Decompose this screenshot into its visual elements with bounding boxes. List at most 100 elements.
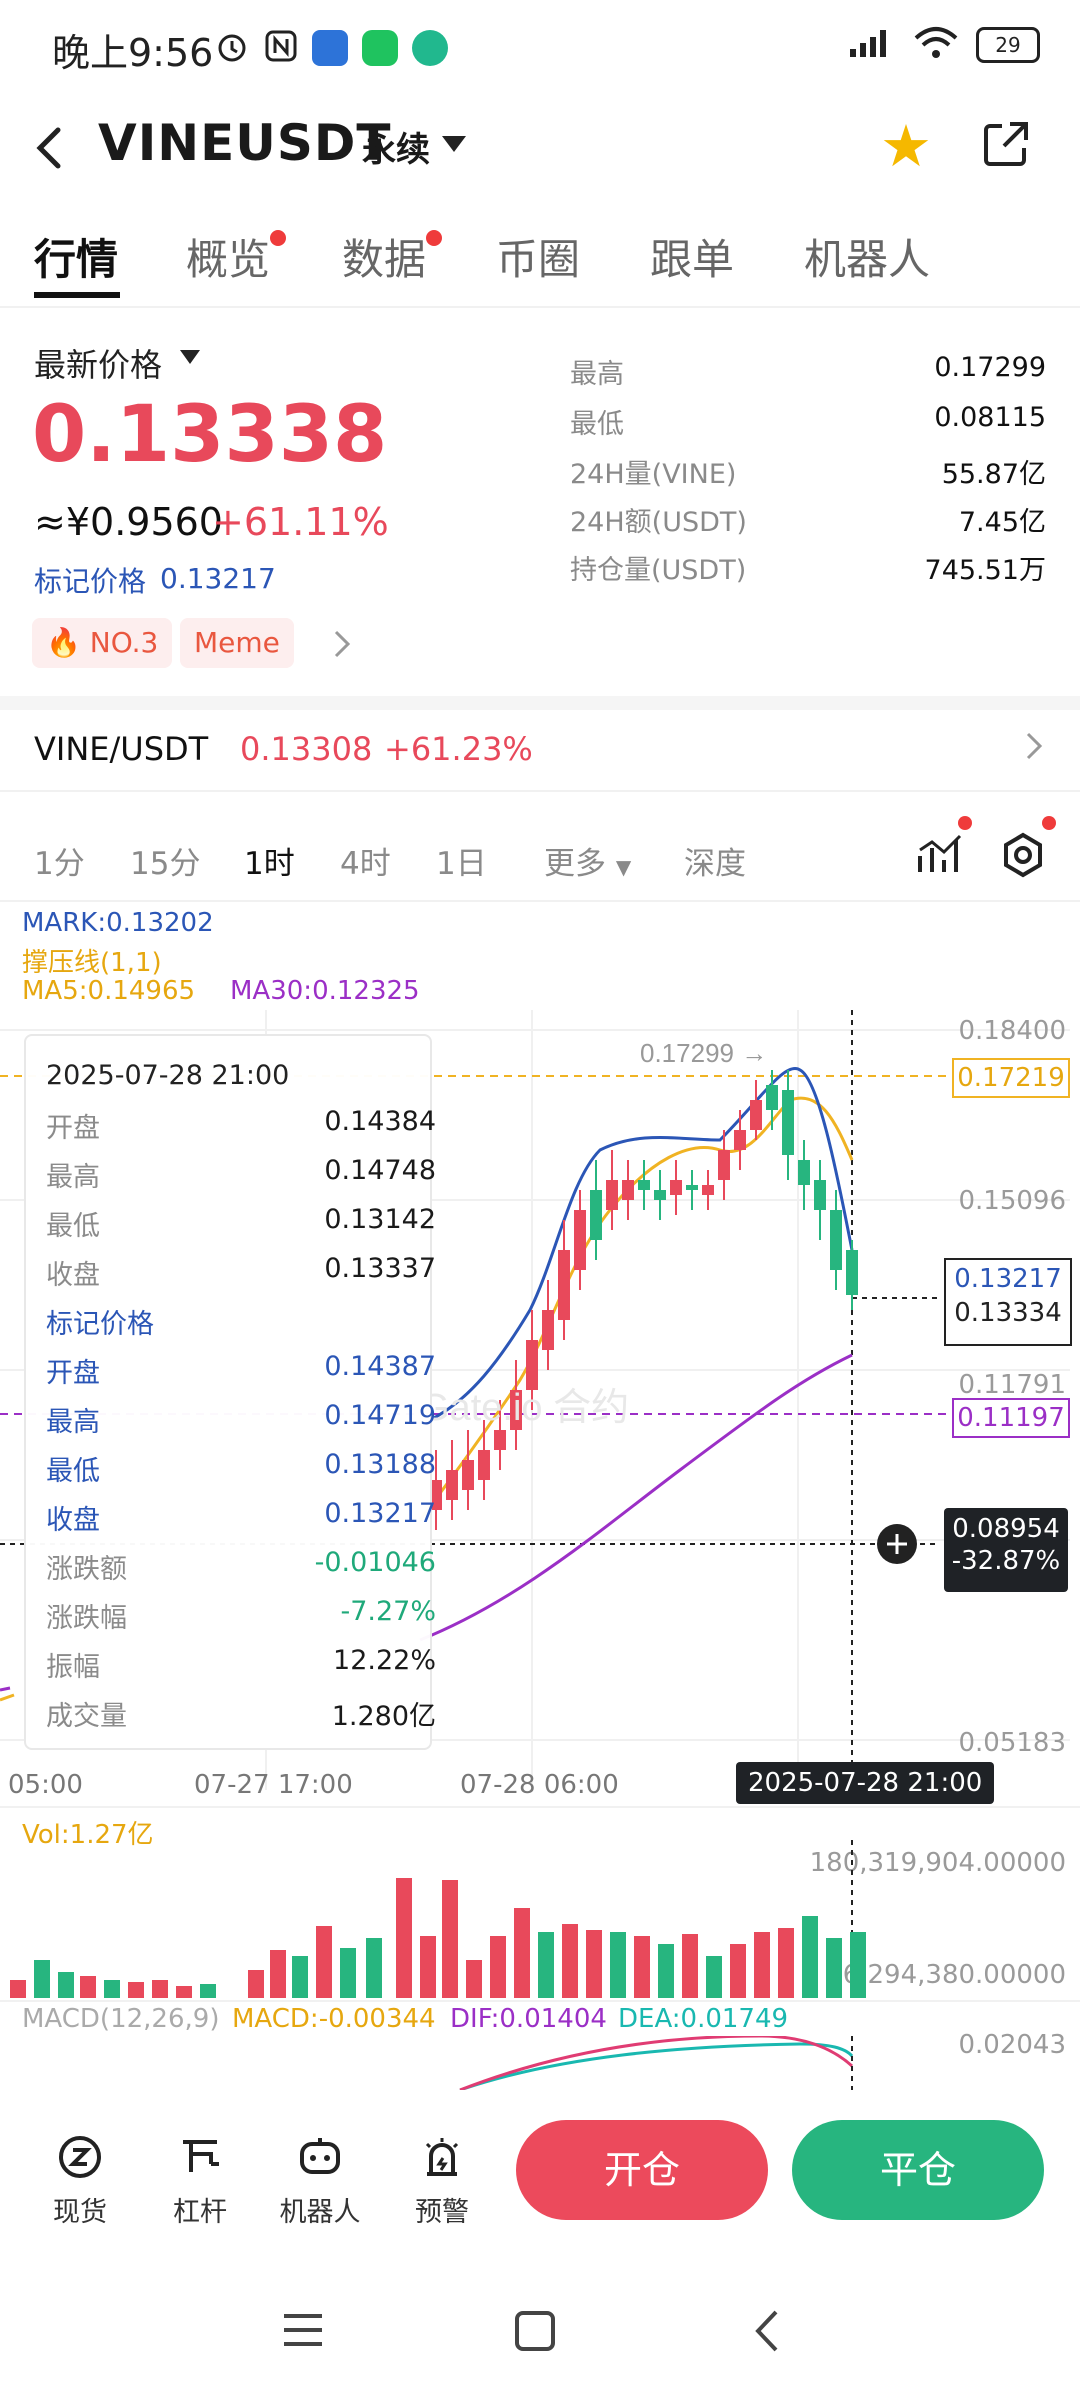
volume-bar	[152, 1980, 168, 1998]
x-axis-label: 05:00	[8, 1770, 83, 1800]
meme-tag[interactable]: Meme	[180, 618, 294, 668]
unread-dot	[1042, 816, 1056, 830]
tooltip-open: 开盘 0.14384	[46, 1106, 436, 1144]
volume-label: Vol:1.27亿	[22, 1820, 154, 1850]
bottom-item-spot[interactable]: 现货	[30, 2130, 130, 2229]
candle-body	[830, 1210, 842, 1270]
volume-bar	[850, 1932, 866, 1998]
interval-4h[interactable]: 4时	[340, 846, 391, 882]
tab-coin-circle[interactable]: 币圈	[496, 235, 581, 284]
robot-icon	[270, 2130, 370, 2184]
candle-body	[798, 1160, 810, 1185]
bottom-item-alert[interactable]: 预警	[392, 2130, 492, 2229]
x-axis-label: 07-27 17:00	[194, 1770, 353, 1800]
alert-icon	[392, 2130, 492, 2184]
favorite-star-icon[interactable]: ★	[880, 112, 932, 180]
candle-body	[574, 1210, 586, 1270]
tab-data[interactable]: 数据	[342, 226, 443, 287]
candle-body	[766, 1085, 778, 1110]
settings-gear-icon[interactable]	[1000, 816, 1056, 882]
status-bar: 晚上9:56 29	[0, 0, 1080, 96]
rank-badge[interactable]: 🔥 NO.3	[32, 618, 173, 668]
cursor-price-tag: 0.08954 -32.87%	[944, 1508, 1068, 1592]
tab-bots[interactable]: 机器人	[804, 235, 931, 284]
spot-price: 0.13308	[240, 730, 373, 768]
candle-body	[702, 1185, 714, 1195]
unread-dot	[426, 230, 443, 246]
nav-back-icon[interactable]	[752, 2308, 782, 2358]
macd-chart	[459, 2036, 854, 2090]
y-axis-label: 0.11791	[958, 1370, 1066, 1400]
watermark: Gate.io 合约	[420, 1387, 629, 1429]
cursor-time-tag: 2025-07-28 21:00	[736, 1762, 995, 1804]
contract-title[interactable]: VINEUSDT	[98, 114, 392, 172]
interval-1h[interactable]: 1时	[244, 846, 295, 882]
candlestick-chart[interactable]: Gate.io 合约 0.17299 →	[0, 1010, 1080, 1790]
candle-body	[782, 1090, 794, 1155]
close-position-button[interactable]: 平仓	[792, 2120, 1044, 2220]
candle-body	[526, 1340, 538, 1390]
interval-15m[interactable]: 15分	[130, 846, 201, 882]
dif-value: DIF:0.01404	[450, 2004, 607, 2034]
stat-24h-turnover: 24H额(USDT) 7.45亿	[570, 507, 1046, 538]
bottom-item-leverage[interactable]: 杠杆	[150, 2130, 250, 2229]
interval-more[interactable]: 更多 ▼	[544, 846, 632, 882]
spot-pair-row[interactable]: VINE/USDT 0.13308 +61.23%	[0, 710, 1080, 790]
volume-chart	[10, 1840, 866, 2000]
flame-icon: 🔥	[46, 626, 81, 659]
menu-icon[interactable]	[282, 2310, 324, 2354]
mark-price-label: 标记价格	[34, 565, 147, 598]
volume-bar	[104, 1980, 120, 1998]
price-type-dropdown-icon[interactable]	[180, 350, 200, 364]
open-position-button[interactable]: 开仓	[516, 2120, 768, 2220]
volume-bar	[270, 1950, 286, 1998]
candle-body	[542, 1310, 554, 1350]
mark-price-tag: 0.13217	[954, 1264, 1062, 1294]
last-price-tag-value: 0.13334	[954, 1298, 1062, 1328]
candle-body	[638, 1180, 650, 1190]
resistance-price-tag: 0.17219	[952, 1058, 1070, 1098]
dea-value: DEA:0.01749	[618, 2004, 789, 2034]
share-icon[interactable]	[980, 118, 1032, 174]
macd-title: MACD(12,26,9)	[22, 2004, 220, 2034]
interval-1d[interactable]: 1日	[436, 846, 487, 882]
candle-body	[686, 1185, 698, 1190]
battery-indicator: 29	[976, 27, 1040, 63]
volume-bar	[200, 1984, 216, 1998]
volume-bar	[316, 1926, 332, 1998]
tab-market[interactable]: 行情	[34, 235, 119, 284]
tab-overview[interactable]: 概览	[186, 226, 287, 287]
indicator-chart-icon[interactable]	[916, 816, 972, 880]
back-icon[interactable]	[30, 118, 70, 178]
chevron-right-icon[interactable]	[332, 628, 354, 664]
candle-body	[606, 1180, 618, 1210]
chevron-down-icon[interactable]	[442, 136, 466, 152]
volume-bar	[562, 1924, 578, 1998]
interval-1m[interactable]: 1分	[34, 846, 85, 882]
crosshair-add-icon[interactable]	[877, 1524, 917, 1564]
candles-group	[430, 1070, 858, 1530]
app-leaf-icon	[412, 30, 448, 66]
stat-open-interest: 持仓量(USDT) 745.51万	[570, 555, 1046, 586]
bottom-item-robot[interactable]: 机器人	[270, 2130, 370, 2229]
depth-button[interactable]: 深度	[684, 846, 746, 882]
latest-price-label[interactable]: 最新价格	[34, 346, 163, 384]
spot-icon	[30, 2130, 130, 2184]
candle-body	[462, 1460, 474, 1490]
last-price: 0.13338	[32, 390, 388, 480]
volume-bar	[292, 1956, 308, 1998]
home-icon[interactable]	[514, 2310, 556, 2356]
tooltip-low: 最低 0.13142	[46, 1204, 436, 1242]
tooltip-change: 涨跌额 -0.01046	[46, 1547, 436, 1585]
ma30-indicator: MA30:0.12325	[230, 976, 420, 1006]
y-axis-label: 0.15096	[958, 1186, 1066, 1216]
contract-type[interactable]: 永续	[362, 130, 430, 170]
ma5-indicator: MA5:0.14965	[22, 976, 196, 1006]
support-price-tag: 0.11197	[952, 1398, 1070, 1438]
volume-bar	[58, 1972, 74, 1998]
tab-copy-trade[interactable]: 跟单	[650, 235, 735, 284]
signal-icon	[848, 27, 896, 63]
support-line-indicator: 撑压线(1,1)	[22, 948, 162, 978]
volume-bar	[706, 1956, 722, 1998]
wifi-icon	[914, 26, 958, 64]
